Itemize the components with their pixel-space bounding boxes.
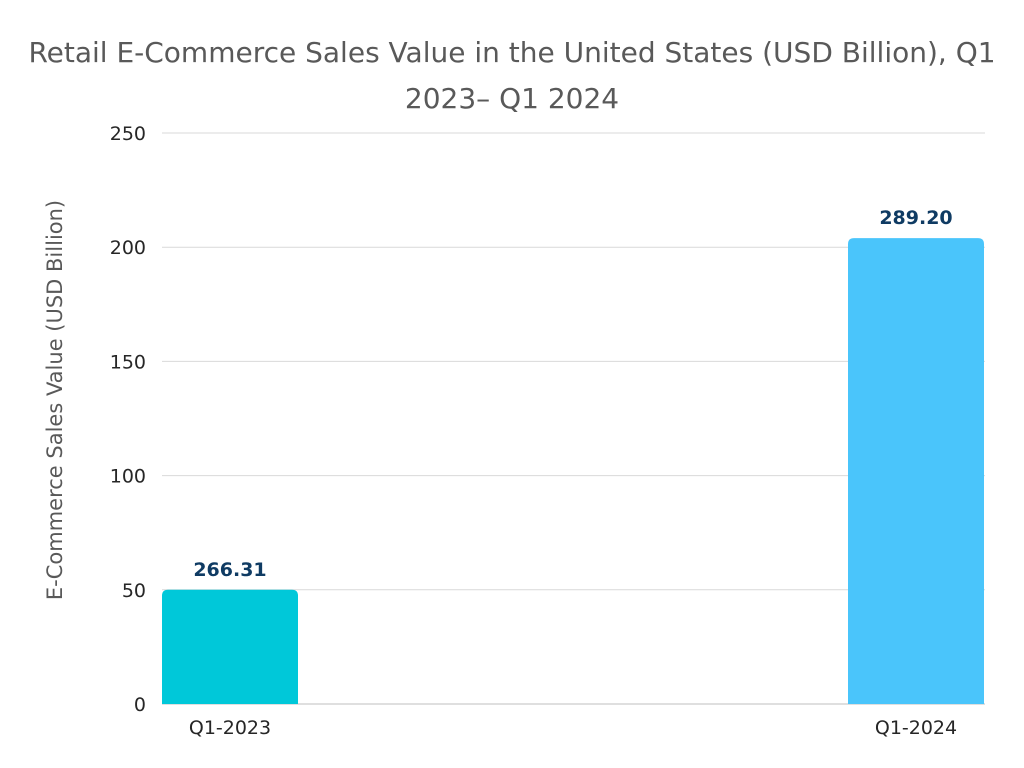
y-tick-label: 250 <box>110 123 146 145</box>
y-axis-title: E-Commerce Sales Value (USD Billion) <box>43 200 67 600</box>
y-tick-label: 150 <box>110 351 146 373</box>
y-tick-label: 100 <box>110 466 146 488</box>
y-tick-label: 200 <box>110 237 146 259</box>
bar-q1-2023 <box>162 589 298 704</box>
chart-title: Retail E-Commerce Sales Value in the Uni… <box>28 36 996 115</box>
x-tick-label: Q1-2024 <box>875 717 957 739</box>
y-tick-label: 50 <box>122 580 146 602</box>
bar-q1-2024 <box>848 238 984 704</box>
bars <box>162 238 984 704</box>
y-tick-label: 0 <box>134 694 146 716</box>
x-tick-label: Q1-2023 <box>189 717 271 739</box>
data-label: 266.31 <box>193 559 266 581</box>
data-label: 289.20 <box>879 207 952 229</box>
gridlines <box>162 132 985 705</box>
labels: 0 50 100 150 200 250 266.31 Q1-2023 289.20 Q1-202… <box>110 123 957 739</box>
